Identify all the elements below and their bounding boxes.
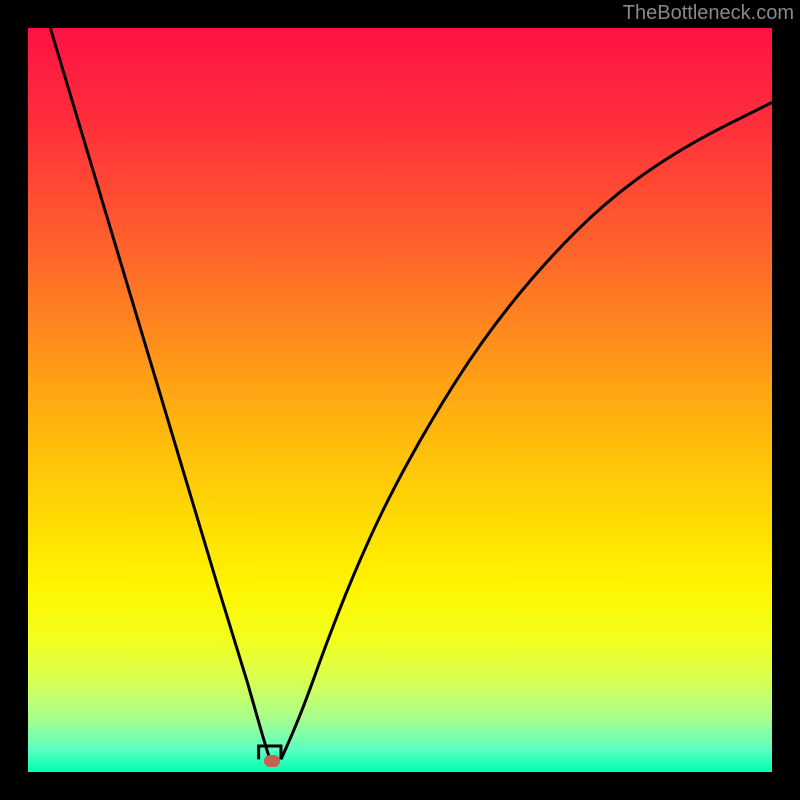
bottleneck-curve	[28, 28, 772, 772]
curve-left-branch	[50, 28, 269, 759]
curve-right-branch	[281, 102, 772, 759]
minimum-marker	[264, 755, 280, 767]
watermark-text: TheBottleneck.com	[623, 2, 794, 25]
plot-area	[28, 28, 772, 772]
